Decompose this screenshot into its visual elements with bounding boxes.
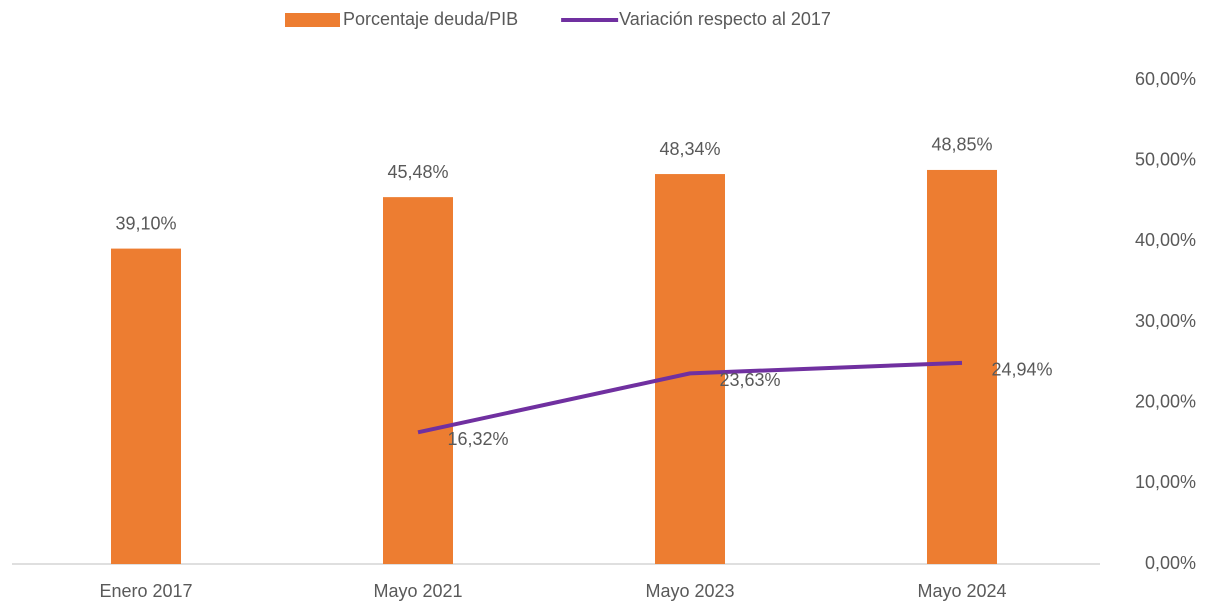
legend-label: Porcentaje deuda/PIB (343, 9, 518, 29)
x-tick-label: Mayo 2024 (917, 581, 1006, 601)
legend-label: Variación respecto al 2017 (619, 9, 831, 29)
y-tick-label: 50,00% (1135, 149, 1196, 169)
legend-swatch (285, 13, 340, 27)
y-tick-label: 40,00% (1135, 230, 1196, 250)
x-tick-label: Mayo 2021 (373, 581, 462, 601)
data-label: 45,48% (387, 162, 448, 182)
x-tick-label: Mayo 2023 (645, 581, 734, 601)
y-tick-label: 10,00% (1135, 472, 1196, 492)
data-label: 39,10% (115, 213, 176, 233)
y-tick-label: 0,00% (1145, 553, 1196, 573)
bar (111, 248, 181, 565)
bar (383, 197, 453, 565)
line (417, 360, 963, 435)
x-tick-label: Enero 2017 (99, 581, 192, 601)
y-tick-label: 30,00% (1135, 311, 1196, 331)
bar (655, 174, 725, 565)
y-tick-label: 60,00% (1135, 69, 1196, 89)
data-label: 23,63% (719, 370, 780, 390)
data-label: 24,94% (991, 360, 1052, 380)
data-label: 48,85% (931, 135, 992, 155)
bar (927, 169, 997, 564)
y-tick-label: 20,00% (1135, 391, 1196, 411)
data-label: 16,32% (447, 429, 508, 449)
data-label: 48,34% (659, 139, 720, 159)
